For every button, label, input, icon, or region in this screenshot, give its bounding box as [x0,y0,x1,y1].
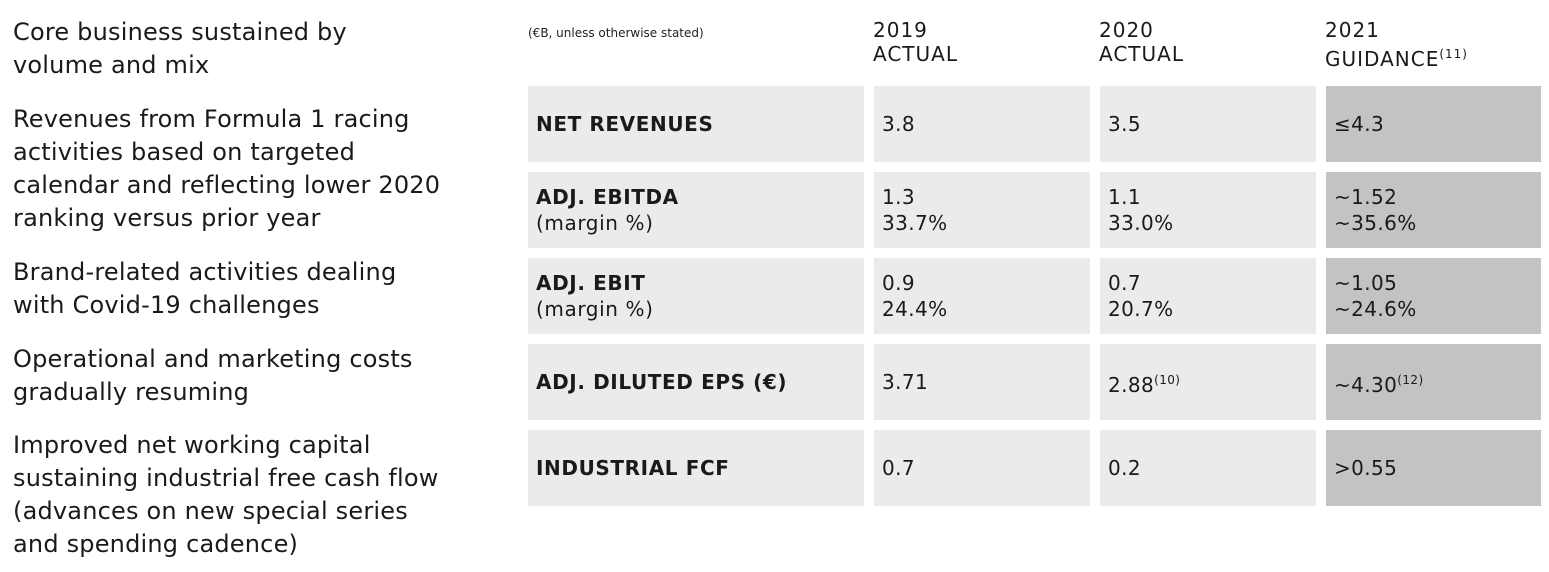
header-2019: 2019 ACTUAL [873,18,958,66]
value: 3.8 [882,112,916,136]
value-with-footnote: ~4.30(12) [1334,367,1541,398]
header-2020: 2020 ACTUAL [1099,18,1184,66]
margin-value: 33.0% [1108,211,1174,235]
value: 3.71 [882,370,929,394]
margin-value: 24.4% [882,297,948,321]
units-note: (€B, unless otherwise stated) [528,26,704,40]
value: 0.9 [882,271,916,295]
highlight-item: Improved net working capital sustaining … [13,431,439,558]
row-sublabel: (margin %) [536,211,654,235]
cell-2019: 0.9 24.4% [874,258,1090,334]
value: 1.1 [1108,185,1142,209]
cell-2019: 0.7 [874,430,1090,506]
cell-2021-guidance: ~1.05 ~24.6% [1326,258,1541,334]
value: 0.2 [1108,456,1142,480]
cell-2020: 0.2 [1100,430,1316,506]
margin-value: ~24.6% [1334,297,1417,321]
highlight-item: Revenues from Formula 1 racing activitie… [13,105,441,232]
row-label: INDUSTRIAL FCF [536,456,730,480]
value-with-footnote: 2.88(10) [1108,367,1316,398]
row-label: ADJ. EBIT [536,271,646,295]
row-label-adj-ebit: ADJ. EBIT (margin %) [528,258,864,334]
cell-2021-guidance: ≤4.3 [1326,86,1541,162]
cell-2019: 3.8 [874,86,1090,162]
cell-2019: 1.3 33.7% [874,172,1090,248]
value: ≤4.3 [1334,112,1385,136]
value: ~4.30 [1334,372,1398,397]
row-sublabel: (margin %) [536,297,654,321]
row-label: ADJ. EBITDA [536,185,679,209]
cell-2019: 3.71 [874,344,1090,420]
header-2021-text: 2021 GUIDANCE [1325,18,1440,71]
cell-2020: 3.5 [1100,86,1316,162]
margin-value: 20.7% [1108,297,1174,321]
cell-2020: 1.1 33.0% [1100,172,1316,248]
cell-2021-guidance: >0.55 [1326,430,1541,506]
margin-value: 33.7% [882,211,948,235]
highlight-item: Operational and marketing costs graduall… [13,345,413,406]
value: 2.88 [1108,372,1155,397]
value: ~1.05 [1334,271,1398,295]
footnote: (10) [1154,372,1181,387]
row-label: NET REVENUES [536,112,714,136]
row-label-net-revenues: NET REVENUES [528,86,864,162]
highlight-item: Core business sustained by volume and mi… [13,18,347,79]
value: 1.3 [882,185,916,209]
value: >0.55 [1334,456,1398,480]
row-label-adj-ebitda: ADJ. EBITDA (margin %) [528,172,864,248]
row-label: ADJ. DILUTED EPS (€) [536,370,788,394]
value: ~1.52 [1334,185,1398,209]
header-2021-footnote: (11) [1439,47,1468,61]
footnote: (12) [1397,372,1424,387]
header-2021: 2021 GUIDANCE(11) [1325,18,1468,71]
row-label-industrial-fcf: INDUSTRIAL FCF [528,430,864,506]
value: 3.5 [1108,112,1142,136]
margin-value: ~35.6% [1334,211,1417,235]
row-label-adj-diluted-eps: ADJ. DILUTED EPS (€) [528,344,864,420]
cell-2021-guidance: ~1.52 ~35.6% [1326,172,1541,248]
cell-2021-guidance: ~4.30(12) [1326,344,1541,420]
value: 0.7 [882,456,916,480]
cell-2020: 0.7 20.7% [1100,258,1316,334]
cell-2020: 2.88(10) [1100,344,1316,420]
value: 0.7 [1108,271,1142,295]
highlight-item: Brand-related activities dealing with Co… [13,258,397,319]
